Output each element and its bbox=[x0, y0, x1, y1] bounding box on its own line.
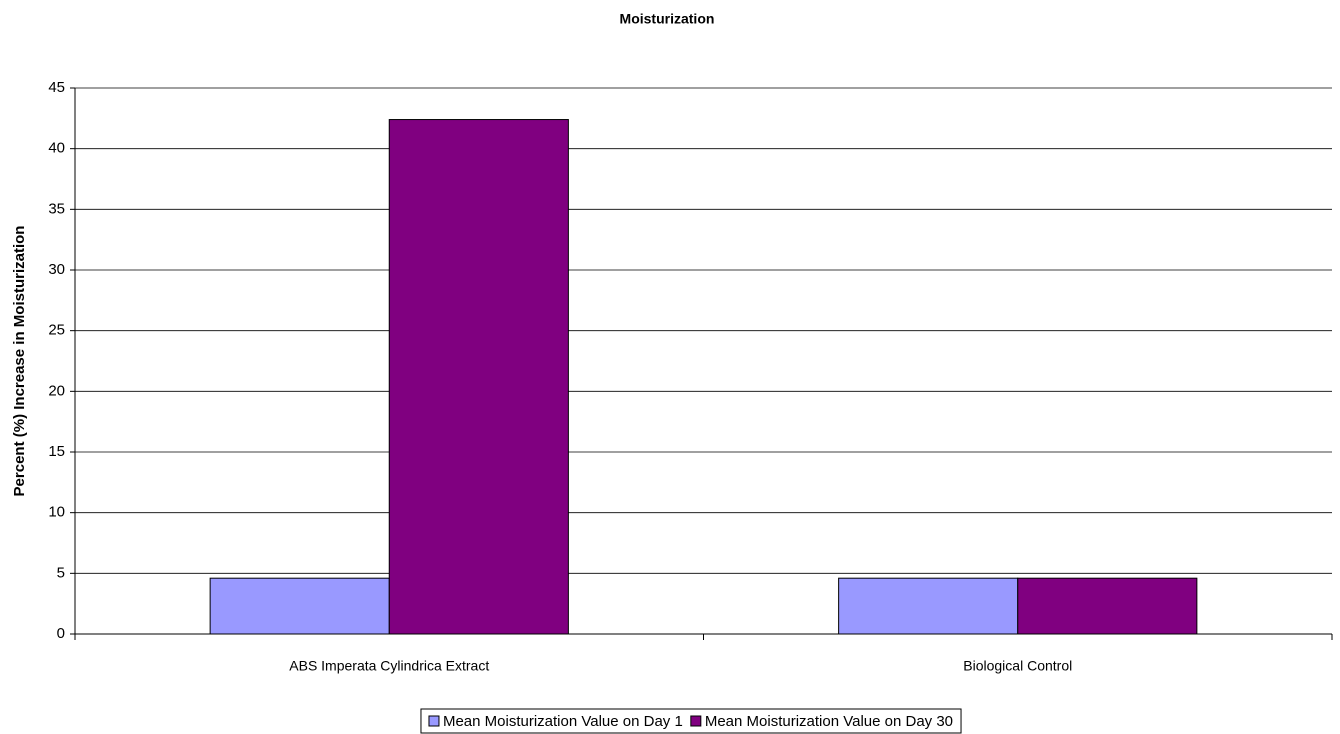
y-tick-label: 30 bbox=[48, 261, 65, 278]
legend-swatch bbox=[428, 715, 440, 727]
bar bbox=[209, 577, 390, 635]
y-axis-label: Percent (%) Increase in Moisturization bbox=[11, 226, 28, 497]
bar bbox=[388, 119, 569, 635]
y-tick-label: 0 bbox=[57, 625, 65, 642]
y-tick-label: 45 bbox=[48, 79, 65, 96]
y-tick-label: 15 bbox=[48, 443, 65, 460]
chart-title: Moisturization bbox=[620, 11, 715, 27]
y-tick-label: 5 bbox=[57, 564, 65, 581]
y-tick-label: 10 bbox=[48, 504, 65, 521]
y-tick-label: 20 bbox=[48, 382, 65, 399]
x-tick-label: Biological Control bbox=[963, 658, 1072, 674]
bar bbox=[838, 577, 1019, 635]
legend-swatch bbox=[690, 715, 702, 727]
y-tick-label: 25 bbox=[48, 322, 65, 339]
bar bbox=[1017, 577, 1198, 635]
legend-label: Mean Moisturization Value on Day 1 bbox=[443, 713, 683, 730]
y-tick-label: 40 bbox=[48, 140, 65, 157]
x-tick-label: ABS Imperata Cylindrica Extract bbox=[289, 658, 489, 674]
legend-label: Mean Moisturization Value on Day 30 bbox=[705, 713, 953, 730]
legend: Mean Moisturization Value on Day 1 Mean M… bbox=[420, 708, 962, 734]
y-tick-label: 35 bbox=[48, 200, 65, 217]
